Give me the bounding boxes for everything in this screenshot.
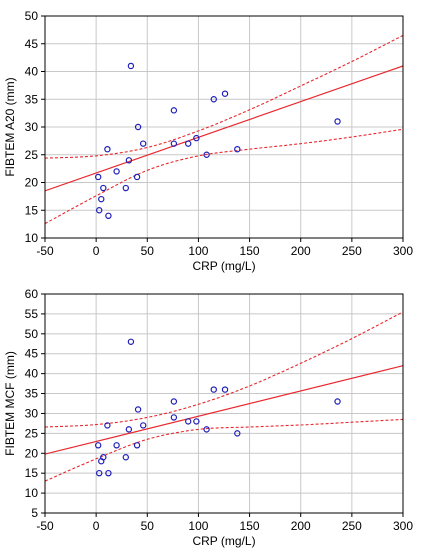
data-point — [125, 426, 133, 433]
regression-line — [45, 65, 403, 192]
x-tick-label: 200 — [291, 244, 311, 258]
x-tick-label: 300 — [393, 519, 413, 533]
y-tick-label: 5 — [31, 506, 38, 520]
data-point — [100, 454, 107, 461]
data-point — [334, 398, 341, 405]
data-point — [234, 430, 241, 437]
x-tick-label: 50 — [141, 244, 155, 258]
data-point — [170, 140, 178, 147]
y-tick-label: 35 — [25, 92, 39, 106]
data-point — [221, 386, 229, 393]
y-tick-label: 30 — [25, 120, 39, 134]
data-point — [221, 90, 229, 97]
data-point — [170, 107, 178, 114]
y-tick-label: 40 — [25, 65, 39, 79]
data-point — [170, 414, 178, 421]
data-point — [113, 442, 120, 449]
data-point — [170, 398, 178, 405]
data-point — [184, 418, 192, 425]
data-point — [139, 422, 147, 429]
data-point — [122, 184, 130, 192]
x-tick-label: 150 — [240, 519, 260, 533]
data-point — [94, 173, 102, 181]
chart-svg: -50 0 50 100 150 200 250 300 5 10 15 20 25 30 35 40 45 50… — [3, 287, 413, 548]
data-point — [139, 140, 147, 147]
data-point — [193, 134, 200, 142]
chart-fibtem-mcf: -50 0 50 100 150 200 250 300 5 10 15 20 25 30 35 40 45 50… — [0, 275, 422, 550]
data-point — [127, 62, 135, 70]
y-tick-label: 50 — [25, 9, 39, 23]
ci-lower-line — [45, 128, 403, 225]
y-tick-label: 45 — [25, 347, 39, 361]
data-point — [210, 386, 217, 393]
chart-fibtem-a20: -50 0 50 100 150 200 250 300 10 15 20 25 30 35 40 45 50 C… — [3, 9, 413, 273]
data-point — [203, 426, 210, 433]
x-tick-label: 100 — [188, 519, 208, 533]
data-point — [184, 140, 192, 147]
x-tick-label: 150 — [240, 244, 260, 258]
x-tick-label: 200 — [291, 519, 311, 533]
data-point — [127, 338, 135, 345]
x-tick-label: 100 — [188, 244, 208, 258]
y-tick-label: 20 — [25, 176, 39, 190]
y-tick-label: 35 — [25, 387, 39, 401]
x-axis-label: CRP (mg/L) — [192, 534, 255, 548]
y-tick-label: 40 — [25, 367, 39, 381]
ci-upper-line — [45, 311, 403, 428]
x-tick-label: 0 — [93, 244, 100, 258]
y-axis-label: FIBTEM MCF (mm) — [3, 351, 17, 456]
y-tick-label: 15 — [25, 203, 39, 217]
y-axis-label: FIBTEM A20 (mm) — [3, 77, 17, 176]
y-tick-label: 10 — [25, 486, 39, 500]
data-point — [104, 145, 111, 153]
y-tick-label: 55 — [25, 307, 39, 321]
x-tick-label: 300 — [393, 244, 413, 258]
ci-lower-line — [45, 418, 403, 482]
y-tick-label: 15 — [25, 466, 39, 480]
x-tick-label: 250 — [342, 244, 362, 258]
ci-upper-line — [45, 34, 403, 159]
data-point — [134, 123, 142, 131]
y-tick-label: 45 — [25, 37, 39, 51]
y-tick-label: 25 — [25, 426, 39, 440]
data-point — [134, 406, 142, 413]
x-tick-label: -50 — [36, 519, 54, 533]
x-tick-label: 0 — [93, 519, 100, 533]
data-point — [122, 454, 130, 461]
y-tick-label: 60 — [25, 287, 39, 301]
data-point — [100, 184, 107, 192]
y-tick-label: 50 — [25, 327, 39, 341]
data-point — [113, 168, 120, 175]
y-tick-label: 25 — [25, 148, 39, 162]
data-point — [203, 151, 210, 158]
x-tick-label: 250 — [342, 519, 362, 533]
y-tick-label: 20 — [25, 446, 39, 460]
regression-line — [45, 365, 403, 455]
data-point — [210, 96, 217, 103]
data-point — [133, 442, 141, 449]
data-point — [96, 207, 103, 214]
x-tick-label: -50 — [36, 244, 54, 258]
x-axis-label: CRP (mg/L) — [192, 259, 255, 273]
data-point — [334, 118, 341, 125]
data-point — [125, 157, 133, 164]
data-point — [96, 469, 103, 477]
data-point — [133, 173, 141, 181]
data-point — [98, 195, 105, 203]
y-tick-label: 30 — [25, 406, 39, 420]
data-point — [234, 145, 241, 153]
x-tick-label: 50 — [141, 519, 155, 533]
data-point — [105, 469, 112, 477]
plot-frame — [44, 293, 404, 514]
data-point — [193, 418, 200, 425]
chart-svg: -50 0 50 100 150 200 250 300 10 15 20 25 30 35 40 45 50 C… — [3, 9, 413, 273]
y-tick-label: 10 — [25, 231, 39, 245]
data-point — [94, 442, 102, 449]
data-point — [104, 422, 111, 429]
data-point — [105, 212, 112, 219]
